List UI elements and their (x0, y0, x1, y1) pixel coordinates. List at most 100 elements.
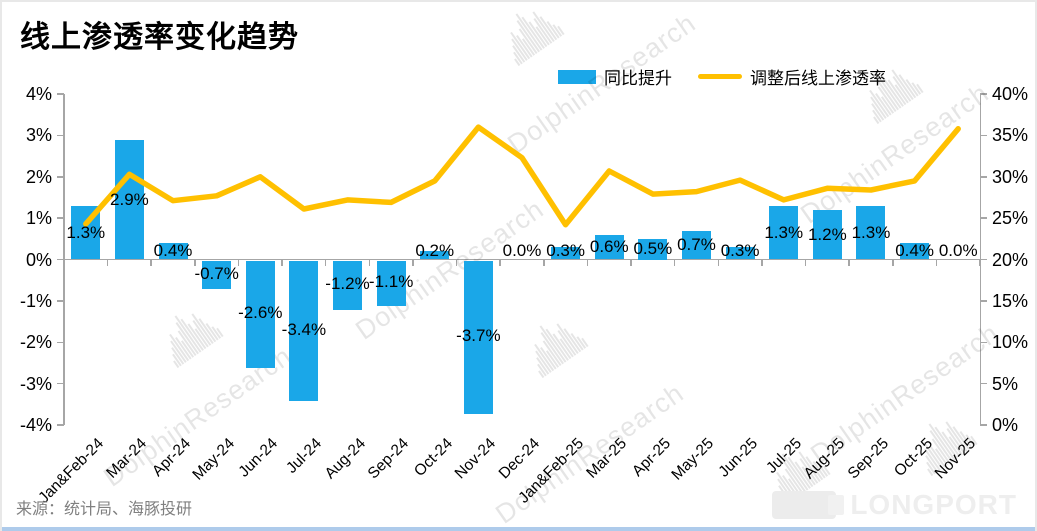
line-series-swatch (698, 74, 742, 79)
right-axis-tick (980, 217, 987, 219)
left-axis-tick (57, 341, 64, 343)
left-axis-tick (57, 217, 64, 219)
bar (551, 247, 581, 260)
bar (376, 260, 406, 306)
right-axis-tick-label: 40% (992, 84, 1029, 104)
right-axis-tick-label: 5% (992, 373, 1019, 394)
x-axis-tick (412, 259, 414, 266)
bar-value-label: 1.3% (764, 222, 804, 242)
bar-value-label: 1.3% (851, 222, 891, 242)
x-axis-tick (499, 259, 501, 266)
left-axis-tick (57, 258, 64, 261)
right-axis-tick (980, 300, 987, 302)
chart-title: 线上渗透率变化趋势 (20, 21, 299, 54)
bar-series-label: 同比提升 (604, 69, 672, 88)
x-axis-tick (543, 259, 545, 266)
left-axis-tick-label: 1% (25, 208, 52, 229)
left-axis-tick-label: -3% (19, 373, 52, 394)
left-axis-tick (57, 176, 64, 178)
x-axis-tick (63, 259, 65, 266)
x-axis-tick (717, 259, 720, 266)
bar (638, 238, 668, 260)
bar-value-label: 0.7% (677, 235, 716, 255)
legend-item-line-series: 调整后线上渗透率 (698, 64, 886, 89)
right-axis-tick (980, 258, 987, 261)
left-axis-tick (57, 424, 64, 426)
x-axis-tick (281, 259, 283, 266)
x-axis-tick (586, 259, 589, 266)
bar-value-label: 0.4% (895, 240, 934, 260)
bar-value-label: 2.9% (110, 189, 149, 209)
bar-value-label: -1.1% (368, 272, 414, 292)
x-axis-line (64, 258, 980, 261)
longport-logo-text: LONGPORT (850, 489, 1017, 520)
bar (725, 247, 755, 260)
x-axis-tick (979, 259, 981, 266)
left-axis-tick-label: -2% (19, 332, 52, 353)
x-axis-tick (892, 259, 894, 266)
bar (158, 242, 188, 260)
bar-value-label: 0.0% (502, 240, 542, 260)
right-axis-tick-label: 30% (992, 166, 1029, 187)
bar (681, 230, 711, 260)
right-axis-tick-label: 25% (992, 208, 1029, 229)
left-axis-tick-label: 3% (25, 125, 52, 146)
bar (463, 260, 493, 414)
x-axis-tick (194, 259, 196, 266)
x-axis-tick (324, 259, 327, 266)
longport-logo: LONGPORT (772, 489, 1017, 521)
left-axis-tick-label: -4% (19, 415, 52, 435)
bar-value-label: 0.2% (415, 240, 455, 260)
left-axis-tick-label: 2% (25, 166, 52, 187)
x-axis-tick (630, 259, 632, 266)
right-axis-tick (980, 341, 987, 343)
line-series-label: 调整后线上渗透率 (750, 69, 886, 88)
x-axis-tick (455, 259, 458, 266)
right-axis-tick-label: 15% (992, 290, 1029, 311)
bar-value-label: -3.4% (281, 319, 327, 339)
left-axis-tick-label: 4% (25, 84, 52, 104)
bar (245, 260, 275, 369)
left-axis-tick (57, 134, 64, 137)
x-axis-tick (761, 259, 763, 266)
left-axis-tick (57, 93, 64, 95)
x-axis-tick (150, 259, 152, 266)
x-axis-tick (368, 259, 371, 266)
bar (202, 260, 232, 290)
left-axis-tick-label: 0% (25, 249, 52, 270)
right-axis-tick-label: 10% (992, 332, 1029, 353)
bar-series-swatch (558, 69, 596, 84)
bar-value-label: -1.2% (325, 274, 370, 294)
bar-value-label: -3.7% (456, 326, 501, 346)
source-note: 来源：统计局、海豚投研 (16, 501, 193, 518)
bar-value-label: 0.0% (938, 240, 978, 260)
x-axis-tick (106, 259, 109, 266)
right-axis-tick-label: 35% (992, 125, 1029, 146)
bar (289, 260, 319, 402)
bar-value-label: 0.3% (720, 240, 760, 260)
bar (594, 234, 624, 260)
bar-value-label: 1.3% (66, 222, 106, 242)
x-axis-tick (804, 259, 807, 266)
bar-value-label: 0.3% (546, 240, 585, 260)
bar-value-label: 1.2% (807, 224, 847, 244)
longport-icon (772, 491, 845, 519)
left-axis-tick (57, 300, 64, 302)
x-axis-tick (237, 259, 240, 266)
right-axis-tick-label: 0% (992, 415, 1019, 435)
legend-item-bar-series: 同比提升 (558, 64, 672, 89)
left-axis-tick (57, 382, 64, 385)
bar-value-label: 0.5% (633, 239, 673, 259)
right-axis-tick (980, 93, 987, 95)
bar (420, 251, 450, 260)
right-axis-tick (980, 382, 987, 385)
bottom-accent-rule (2, 527, 1035, 531)
right-axis-tick (980, 424, 987, 426)
x-axis-tick (673, 259, 676, 266)
bar (900, 242, 930, 260)
bar-value-label: -0.7% (194, 263, 239, 283)
bar-value-label: -2.6% (238, 303, 283, 323)
bar-value-label: 0.6% (589, 237, 629, 257)
left-axis-tick-label: -1% (19, 290, 52, 311)
